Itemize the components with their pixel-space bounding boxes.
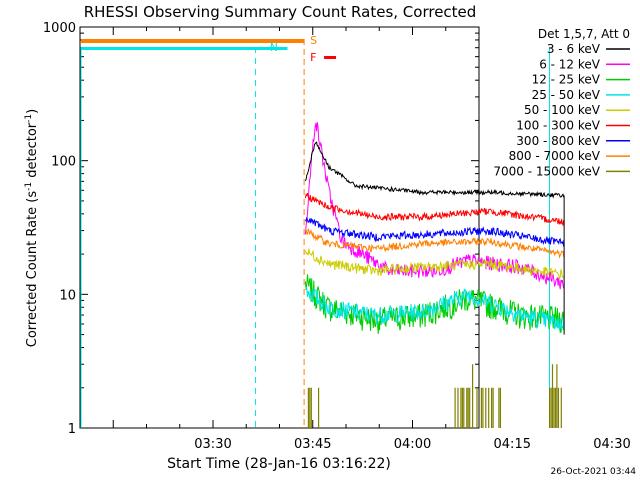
x-axis-label: Start Time (28-Jan-16 03:16:22) xyxy=(167,456,391,472)
legend-label: 50 - 100 keV xyxy=(524,103,601,117)
series-layer xyxy=(304,122,565,428)
flare-flag-label: F xyxy=(310,51,316,64)
series-line-50-100kev xyxy=(304,248,565,281)
saa-flag-bar xyxy=(81,39,305,43)
y-axis-label-exp1: -1 xyxy=(24,182,34,191)
saa-flag-label: S xyxy=(310,34,317,47)
footer-timestamp: 26-Oct-2021 03:44 xyxy=(551,467,637,477)
series-line-300-800kev xyxy=(304,217,565,247)
y-axis-label-mid: detector xyxy=(25,122,40,182)
y-tick-label: 100 xyxy=(51,155,76,170)
night-flag-label: N xyxy=(270,41,278,54)
legend-label: 7000 - 15000 keV xyxy=(493,164,600,178)
y-axis-label: Corrected Count Rate (s-1 detector-1) xyxy=(24,109,40,347)
legend-label: 300 - 800 keV xyxy=(516,134,600,148)
series-line-25-50kev xyxy=(305,286,565,331)
plot-frame xyxy=(79,26,480,429)
legend-label: 100 - 300 keV xyxy=(516,119,600,133)
y-axis: 1 10 100 1000 xyxy=(43,21,479,437)
series-line-800-7000kev xyxy=(305,227,565,259)
x-tick-label: 03:30 xyxy=(194,437,231,452)
series-line-7000-15000kev xyxy=(307,364,562,428)
y-tick-label: 1 xyxy=(68,422,76,437)
y-tick-label: 1000 xyxy=(43,21,76,36)
series-line-100-300kev xyxy=(304,192,565,227)
night-flag-bar xyxy=(81,47,288,50)
x-tick-label: 04:30 xyxy=(593,437,630,452)
series-line-3-6kev xyxy=(304,141,565,199)
x-tick-label: 04:00 xyxy=(394,437,431,452)
legend-label: 6 - 12 keV xyxy=(539,57,601,71)
legend-header: Det 1,5,7, Att 0 xyxy=(538,27,630,41)
legend-label: 800 - 7000 keV xyxy=(509,149,601,163)
y-axis-label-main: Corrected Count Rate (s xyxy=(25,191,40,348)
y-tick-label: 10 xyxy=(59,288,76,303)
chart-title: RHESSI Observing Summary Count Rates, Co… xyxy=(84,3,477,21)
legend-label: 25 - 50 keV xyxy=(532,88,601,102)
y-axis-label-end: ) xyxy=(25,109,40,114)
flare-flag-bar xyxy=(324,56,337,59)
legend-label: 12 - 25 keV xyxy=(532,73,601,87)
x-tick-label: 04:15 xyxy=(494,437,531,452)
y-axis-label-exp2: -1 xyxy=(24,114,34,123)
legend-label: 3 - 6 keV xyxy=(547,42,601,56)
x-tick-label: 03:45 xyxy=(294,437,331,452)
plot-area xyxy=(79,26,480,429)
